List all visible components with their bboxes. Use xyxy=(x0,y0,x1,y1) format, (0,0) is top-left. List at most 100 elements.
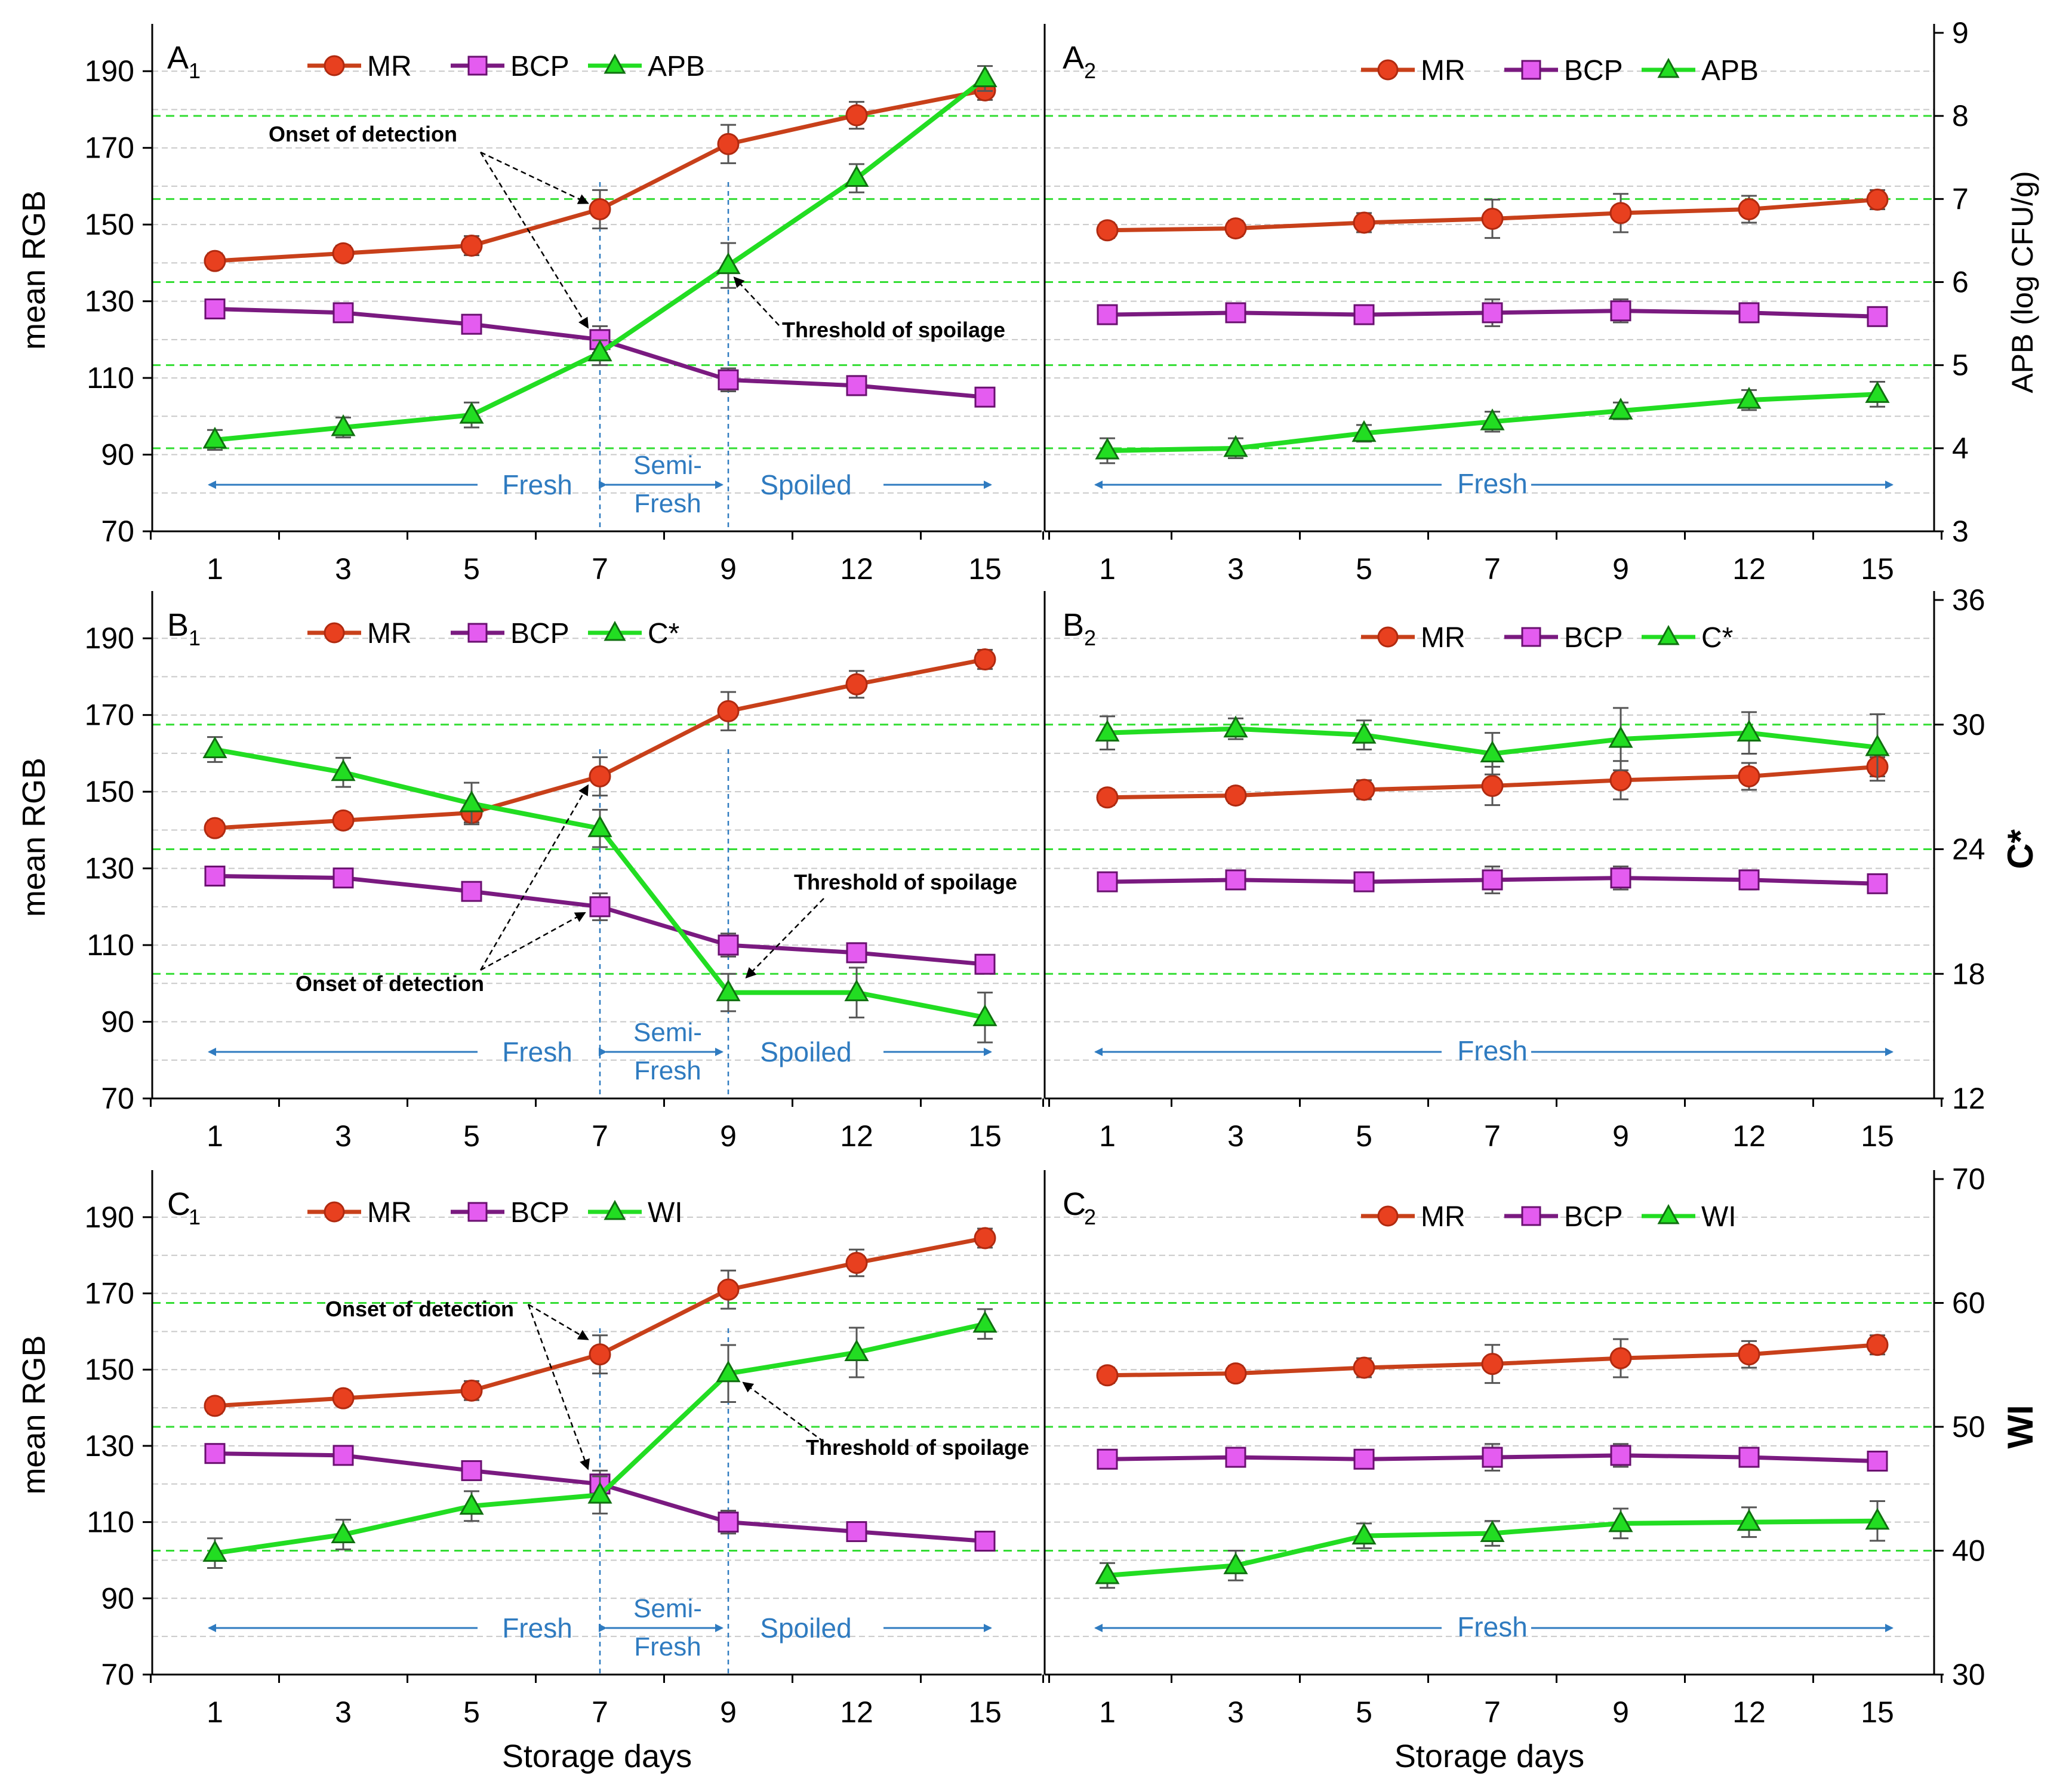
data-point-bcp xyxy=(1610,1445,1631,1466)
stage-label-fresh: Fresh xyxy=(1457,468,1528,499)
data-point-bcp xyxy=(974,953,996,975)
data-point-wi xyxy=(1095,1562,1120,1584)
legend-item-mr: MR xyxy=(1361,622,1466,654)
data-point-cstar xyxy=(1351,722,1377,744)
series-apb xyxy=(1095,381,1890,464)
data-point-mr xyxy=(204,250,226,272)
data-point-bcp xyxy=(204,865,226,887)
legend-label: MR xyxy=(367,1197,412,1229)
series-mr xyxy=(1096,188,1889,242)
legend-label: WI xyxy=(1701,1201,1737,1233)
annotation-arrow xyxy=(528,1303,589,1340)
data-point-bcp xyxy=(1867,306,1888,327)
y-tick-label: 90 xyxy=(101,438,134,472)
data-point-bcp xyxy=(1738,302,1760,324)
legend-marker-circle xyxy=(324,55,345,76)
data-point-bcp xyxy=(461,1460,482,1481)
x-tick-label: 12 xyxy=(1732,552,1766,586)
panel-A2: 1 3 5 7 9 12 15 Fresh A 2 MR BCP APB 3 4 5 6 7 8 9 APB (log … xyxy=(1042,16,2039,586)
y-tick-label-right: 36 xyxy=(1952,583,1985,617)
annotation-arrow xyxy=(742,1381,824,1443)
legend-marker-square xyxy=(1521,627,1541,647)
y-tick-label: 130 xyxy=(85,285,134,318)
stage-label-fresh: Fresh xyxy=(502,1612,572,1644)
y-tick-label-right: 24 xyxy=(1952,833,1985,866)
data-point-bcp xyxy=(1097,871,1118,893)
y-tick-label: 170 xyxy=(85,131,134,165)
legend-label: APB xyxy=(1701,55,1759,87)
legend-label: BCP xyxy=(510,1197,569,1229)
y-tick-label: 130 xyxy=(85,1429,134,1463)
data-point-cstar xyxy=(1095,719,1120,742)
x-tick-label: 15 xyxy=(1861,1695,1894,1729)
x-tick-label: 9 xyxy=(1612,552,1629,586)
annotation-arrow xyxy=(479,152,589,329)
stage-label-semifresh: Fresh xyxy=(634,1632,701,1661)
y-axis-label-right: C* xyxy=(2000,829,2040,869)
x-tick-label: 3 xyxy=(1227,1695,1244,1729)
x-tick-label: 15 xyxy=(968,1119,1002,1153)
y-tick-label-right: 30 xyxy=(1952,1658,1985,1691)
x-tick-label: 1 xyxy=(1099,1695,1116,1729)
x-tick-label: 12 xyxy=(840,1119,873,1153)
y-tick-label-right: 7 xyxy=(1952,182,1969,216)
x-tick-label: 15 xyxy=(968,552,1002,586)
data-point-bcp xyxy=(1482,869,1503,891)
data-point-cstar xyxy=(1223,715,1248,738)
x-axis-title-right: Storage days xyxy=(1394,1738,1584,1774)
annotation-arrow xyxy=(480,912,586,971)
data-point-apb xyxy=(1351,420,1377,442)
y-tick-label-right: 30 xyxy=(1952,708,1985,741)
legend-item-mr: MR xyxy=(307,51,412,82)
data-point-bcp xyxy=(1097,1448,1118,1470)
data-point-apb xyxy=(844,165,869,187)
panel-label-subscript: 2 xyxy=(1084,1205,1096,1229)
x-tick-label: 7 xyxy=(592,1119,608,1153)
data-point-mr xyxy=(1738,1343,1760,1366)
legend-item-apb: APB xyxy=(588,51,705,82)
data-point-wi xyxy=(1223,1552,1248,1574)
series-wi xyxy=(1095,1500,1890,1589)
data-point-bcp xyxy=(1482,1447,1503,1468)
data-point-cstar xyxy=(587,815,612,838)
annotation-threshold: Threshold of spoilage xyxy=(806,1435,1029,1460)
y-tick-label-right: 6 xyxy=(1952,266,1969,299)
legend-label: MR xyxy=(367,51,412,82)
legend-item-bcp: BCP xyxy=(1504,1201,1623,1233)
x-tick-label: 7 xyxy=(592,552,608,586)
y-tick-label-right: 18 xyxy=(1952,957,1985,990)
y-tick-label-right: 9 xyxy=(1952,16,1969,50)
data-point-mr xyxy=(845,673,868,695)
data-point-mr xyxy=(1481,1353,1504,1375)
annotations: Onset of detection Threshold of spoilage xyxy=(295,784,1017,996)
data-point-cstar xyxy=(331,759,356,781)
series-bcp xyxy=(1097,1443,1888,1472)
data-point-bcp xyxy=(332,1445,354,1466)
stage-label-semi: Semi- xyxy=(633,451,702,480)
data-point-wi xyxy=(459,1492,484,1515)
data-point-apb xyxy=(202,426,227,449)
data-point-mr xyxy=(717,1278,740,1301)
y-axis-label-right: APB (log CFU/g) xyxy=(2006,171,2039,393)
legend-item-bcp: BCP xyxy=(451,618,569,650)
legend-marker-circle xyxy=(324,1201,345,1223)
series-line xyxy=(214,1236,986,1408)
data-point-mr xyxy=(1224,1362,1247,1385)
data-point-cstar xyxy=(459,790,484,813)
y-tick-label: 70 xyxy=(101,1082,134,1115)
x-tick-label: 9 xyxy=(1612,1695,1629,1729)
legend-marker-circle xyxy=(1377,59,1399,81)
panel-label-subscript: 1 xyxy=(189,626,201,650)
y-tick-label: 150 xyxy=(85,775,134,808)
data-point-bcp xyxy=(461,881,482,902)
series-cstar xyxy=(1095,707,1890,782)
stage-label-spoiled: Spoiled xyxy=(760,469,851,500)
legend-marker-square xyxy=(467,56,488,76)
series-apb xyxy=(202,65,997,451)
x-tick-label: 3 xyxy=(1227,1119,1244,1153)
x-tick-label: 7 xyxy=(592,1695,608,1729)
data-point-wi xyxy=(716,1360,741,1383)
x-tick-label: 1 xyxy=(1099,1119,1116,1153)
panel-label-subscript: 2 xyxy=(1084,626,1096,650)
